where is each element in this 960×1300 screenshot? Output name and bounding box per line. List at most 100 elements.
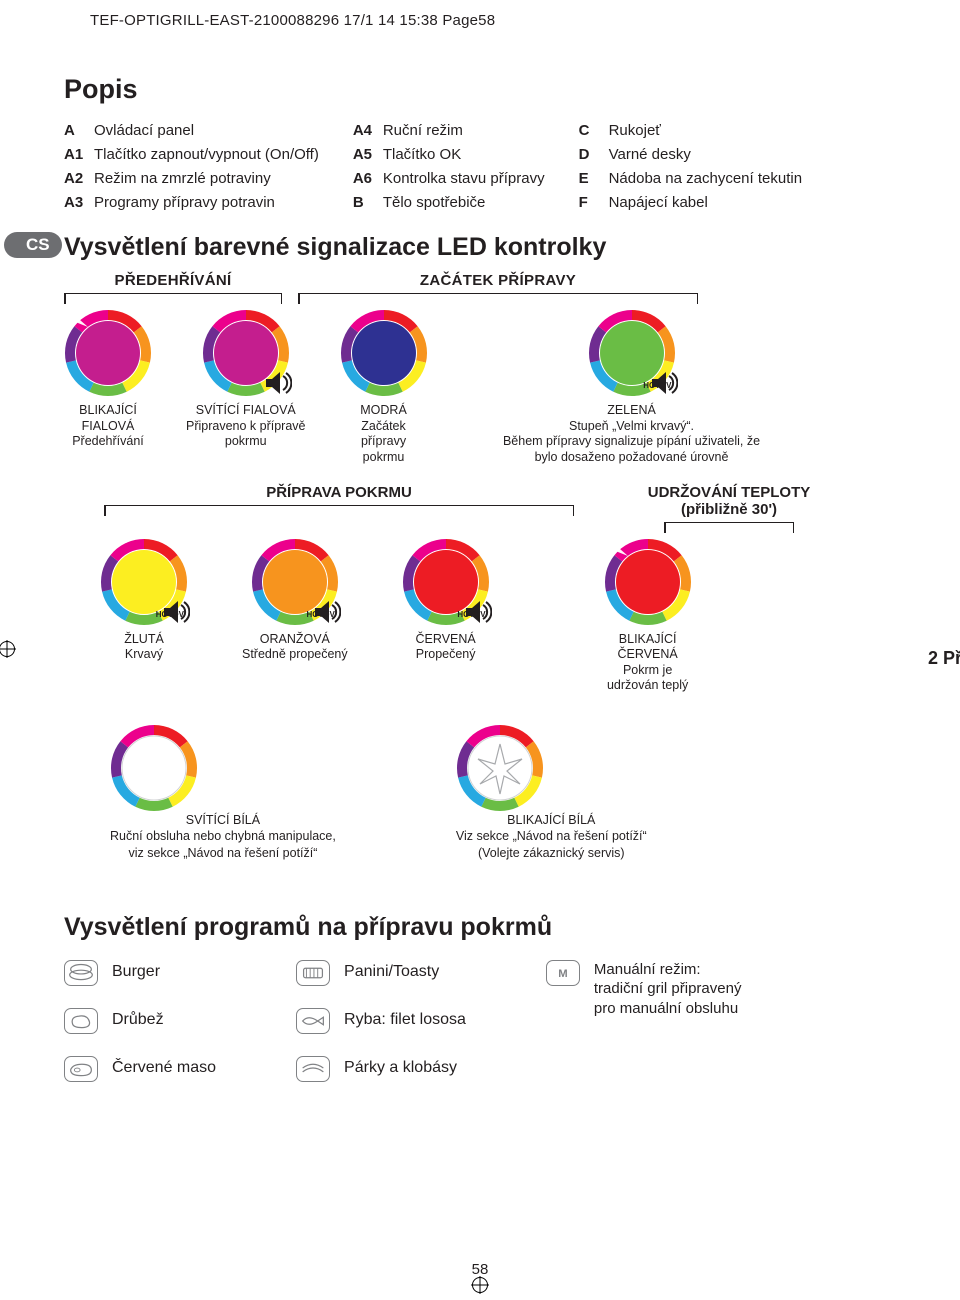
desc-val: Kontrolka stavu přípravy (383, 167, 545, 191)
led-item-white: SVÍTÍCÍ BÍLÁRuční obsluha nebo chybná ma… (110, 724, 336, 861)
led-caption: BLIKAJÍCÍ (79, 403, 137, 419)
program-item: Panini/Toasty (296, 960, 466, 986)
program-item-manual: M Manuální režim:tradiční gril připravený… (546, 960, 742, 1019)
desc-val: Ovládací panel (94, 119, 194, 143)
led-caption: (Volejte zákaznický servis) (456, 845, 647, 861)
led-caption: ŽLUTÁ (124, 632, 164, 648)
led-caption: přípravy (361, 434, 406, 450)
desc-item: A5Tlačítko OK (353, 143, 545, 167)
language-badge: CS (4, 232, 62, 258)
desc-key: E (579, 167, 603, 191)
phase-keepwarm-l1: UDRŽOVÁNÍ TEPLOTY (648, 484, 811, 501)
desc-val: Tlačítko OK (383, 143, 461, 167)
programs-grid: Burger Drůbež Červené maso Panini/Toasty Ry… (64, 960, 920, 1082)
hotov-label: HOTOV (457, 610, 485, 620)
sausage-icon (296, 1056, 330, 1082)
desc-item: A4Ruční režim (353, 119, 545, 143)
led-caption: viz sekce „Návod na řešení potíží“ (110, 845, 336, 861)
hotov-label: HOTOV (643, 381, 671, 391)
print-header: TEF-OPTIGRILL-EAST-2100088296 17/1 14 15… (90, 12, 495, 29)
desc-item: BTělo spotřebiče (353, 191, 545, 215)
hotov-label: HOTOV (307, 610, 335, 620)
heading-popis: Popis (64, 74, 920, 105)
phase-keepwarm: UDRŽOVÁNÍ TEPLOTY (přibližně 30') (634, 484, 824, 532)
poultry-icon (64, 1008, 98, 1034)
led-caption: BLIKAJÍCÍ (619, 632, 677, 648)
desc-key: A6 (353, 167, 377, 191)
phase-start-label: ZAČÁTEK PŘÍPRAVY (420, 272, 576, 289)
led-indicator (456, 724, 544, 812)
desc-key: A3 (64, 191, 88, 215)
led-item: MODRÁZačátekpřípravypokrmu (340, 309, 428, 466)
desc-val: Režim na zmrzlé potraviny (94, 167, 271, 191)
desc-val: Napájecí kabel (609, 191, 708, 215)
program-item: Párky a klobásy (296, 1056, 466, 1082)
desc-val: Programy přípravy potravin (94, 191, 275, 215)
svg-text:M: M (558, 968, 567, 980)
led-caption: bylo dosaženo požadované úrovně (535, 450, 729, 466)
program-label: Burger (112, 962, 160, 983)
led-caption: ORANŽOVÁ (260, 632, 330, 648)
desc-item: A6Kontrolka stavu přípravy (353, 167, 545, 191)
phase-row-1: PŘEDEHŘÍVÁNÍ ZAČÁTEK PŘÍPRAVY (64, 272, 920, 303)
led-row-white: SVÍTÍCÍ BÍLÁRuční obsluha nebo chybná ma… (110, 724, 920, 861)
hotov-label: HOTOV (156, 610, 184, 620)
led-caption: ČERVENÁ (618, 647, 678, 663)
led-caption: ČERVENÁ (416, 632, 476, 648)
desc-item: CRukojeť (579, 119, 802, 143)
desc-col-1: AOvládací panelA1Tlačítko zapnout/vypnou… (64, 119, 319, 215)
desc-key: F (579, 191, 603, 215)
crop-mark-left (0, 640, 16, 658)
panini-icon (296, 960, 330, 986)
desc-item: ENádoba na zachycení tekutin (579, 167, 802, 191)
led-indicator: HOTOV (100, 538, 188, 626)
heading-led: Vysvětlení barevné signalizace LED kontr… (64, 233, 920, 262)
desc-item: A3Programy přípravy potravin (64, 191, 319, 215)
desc-item: FNapájecí kabel (579, 191, 802, 215)
desc-key: A5 (353, 143, 377, 167)
phase-cooking-label: PŘÍPRAVA POKRMU (266, 484, 412, 501)
program-label: Ryba: filet lososa (344, 1010, 466, 1031)
led-caption: Krvavý (125, 647, 163, 663)
led-item: BLIKAJÍCÍFIALOVÁPředehřívání (64, 309, 152, 466)
led-indicator: HOTOV (588, 309, 676, 397)
program-label: Párky a klobásy (344, 1058, 457, 1079)
led-caption: BLIKAJÍCÍ BÍLÁ (456, 812, 647, 828)
bracket-preheat (64, 293, 282, 303)
burger-icon (64, 960, 98, 986)
desc-key: A4 (353, 119, 377, 143)
meat-icon (64, 1056, 98, 1082)
led-caption: SVÍTÍCÍ BÍLÁ (110, 812, 336, 828)
led-item: HOTOV ŽLUTÁKrvavý (100, 538, 188, 695)
bracket-start (298, 293, 698, 303)
desc-item: A1Tlačítko zapnout/vypnout (On/Off) (64, 143, 319, 167)
program-label: Drůbež (112, 1010, 164, 1031)
program-item: Drůbež (64, 1008, 216, 1034)
phase-preheat: PŘEDEHŘÍVÁNÍ (64, 272, 282, 303)
phase-cooking: PŘÍPRAVA POKRMU (104, 484, 574, 515)
led-item-white: BLIKAJÍCÍ BÍLÁViz sekce „Návod na řešení… (456, 724, 647, 861)
desc-val: Ruční režim (383, 119, 463, 143)
desc-col-3: CRukojeťDVarné deskyENádoba na zachycení… (579, 119, 802, 215)
led-caption: MODRÁ (360, 403, 407, 419)
program-item: Červené maso (64, 1056, 216, 1082)
phase-keepwarm-l2: (přibližně 30') (681, 501, 777, 518)
desc-val: Varné desky (609, 143, 691, 167)
led-item: BLIKAJÍCÍČERVENÁPokrm jeudržován teplý (604, 538, 692, 695)
desc-item: AOvládací panel (64, 119, 319, 143)
bracket-keepwarm (664, 522, 794, 532)
led-indicator (604, 538, 692, 626)
program-label: Panini/Toasty (344, 962, 439, 983)
led-caption: Ruční obsluha nebo chybná manipulace, (110, 828, 336, 844)
led-caption: Středně propečený (242, 647, 348, 663)
phase-start: ZAČÁTEK PŘÍPRAVY (298, 272, 698, 303)
led-item: HOTOVZELENÁStupeň „Velmi krvavý“.Během p… (502, 309, 762, 466)
led-caption: pokrmu (225, 434, 267, 450)
led-indicator: HOTOV (251, 538, 339, 626)
crop-mark-bottom (471, 1276, 489, 1294)
led-item: SVÍTÍCÍ FIALOVÁPřipraveno k přípravěpokr… (186, 309, 306, 466)
led-indicator (64, 309, 152, 397)
desc-item: DVarné desky (579, 143, 802, 167)
program-label: Červené maso (112, 1058, 216, 1079)
program-label: Manuální režim:tradiční gril připravenýp… (594, 960, 742, 1019)
